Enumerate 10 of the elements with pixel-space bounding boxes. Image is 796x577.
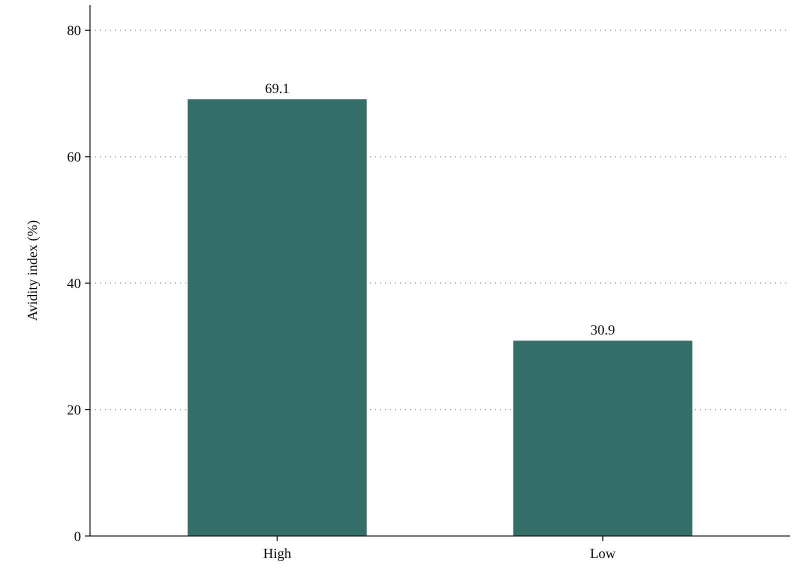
- data-label: 30.9: [590, 324, 616, 339]
- x-tick-label: Low: [590, 547, 617, 562]
- y-tick-label: 40: [67, 277, 81, 292]
- y-tick-label: 80: [67, 24, 81, 40]
- y-axis-title: Avidity index (%): [26, 220, 41, 321]
- x-tick-label: High: [263, 547, 292, 562]
- y-tick-label: 60: [67, 150, 81, 166]
- y-tick-label: 0: [74, 530, 81, 545]
- y-tick-label: 20: [67, 403, 81, 418]
- data-label: 69.1: [264, 82, 290, 98]
